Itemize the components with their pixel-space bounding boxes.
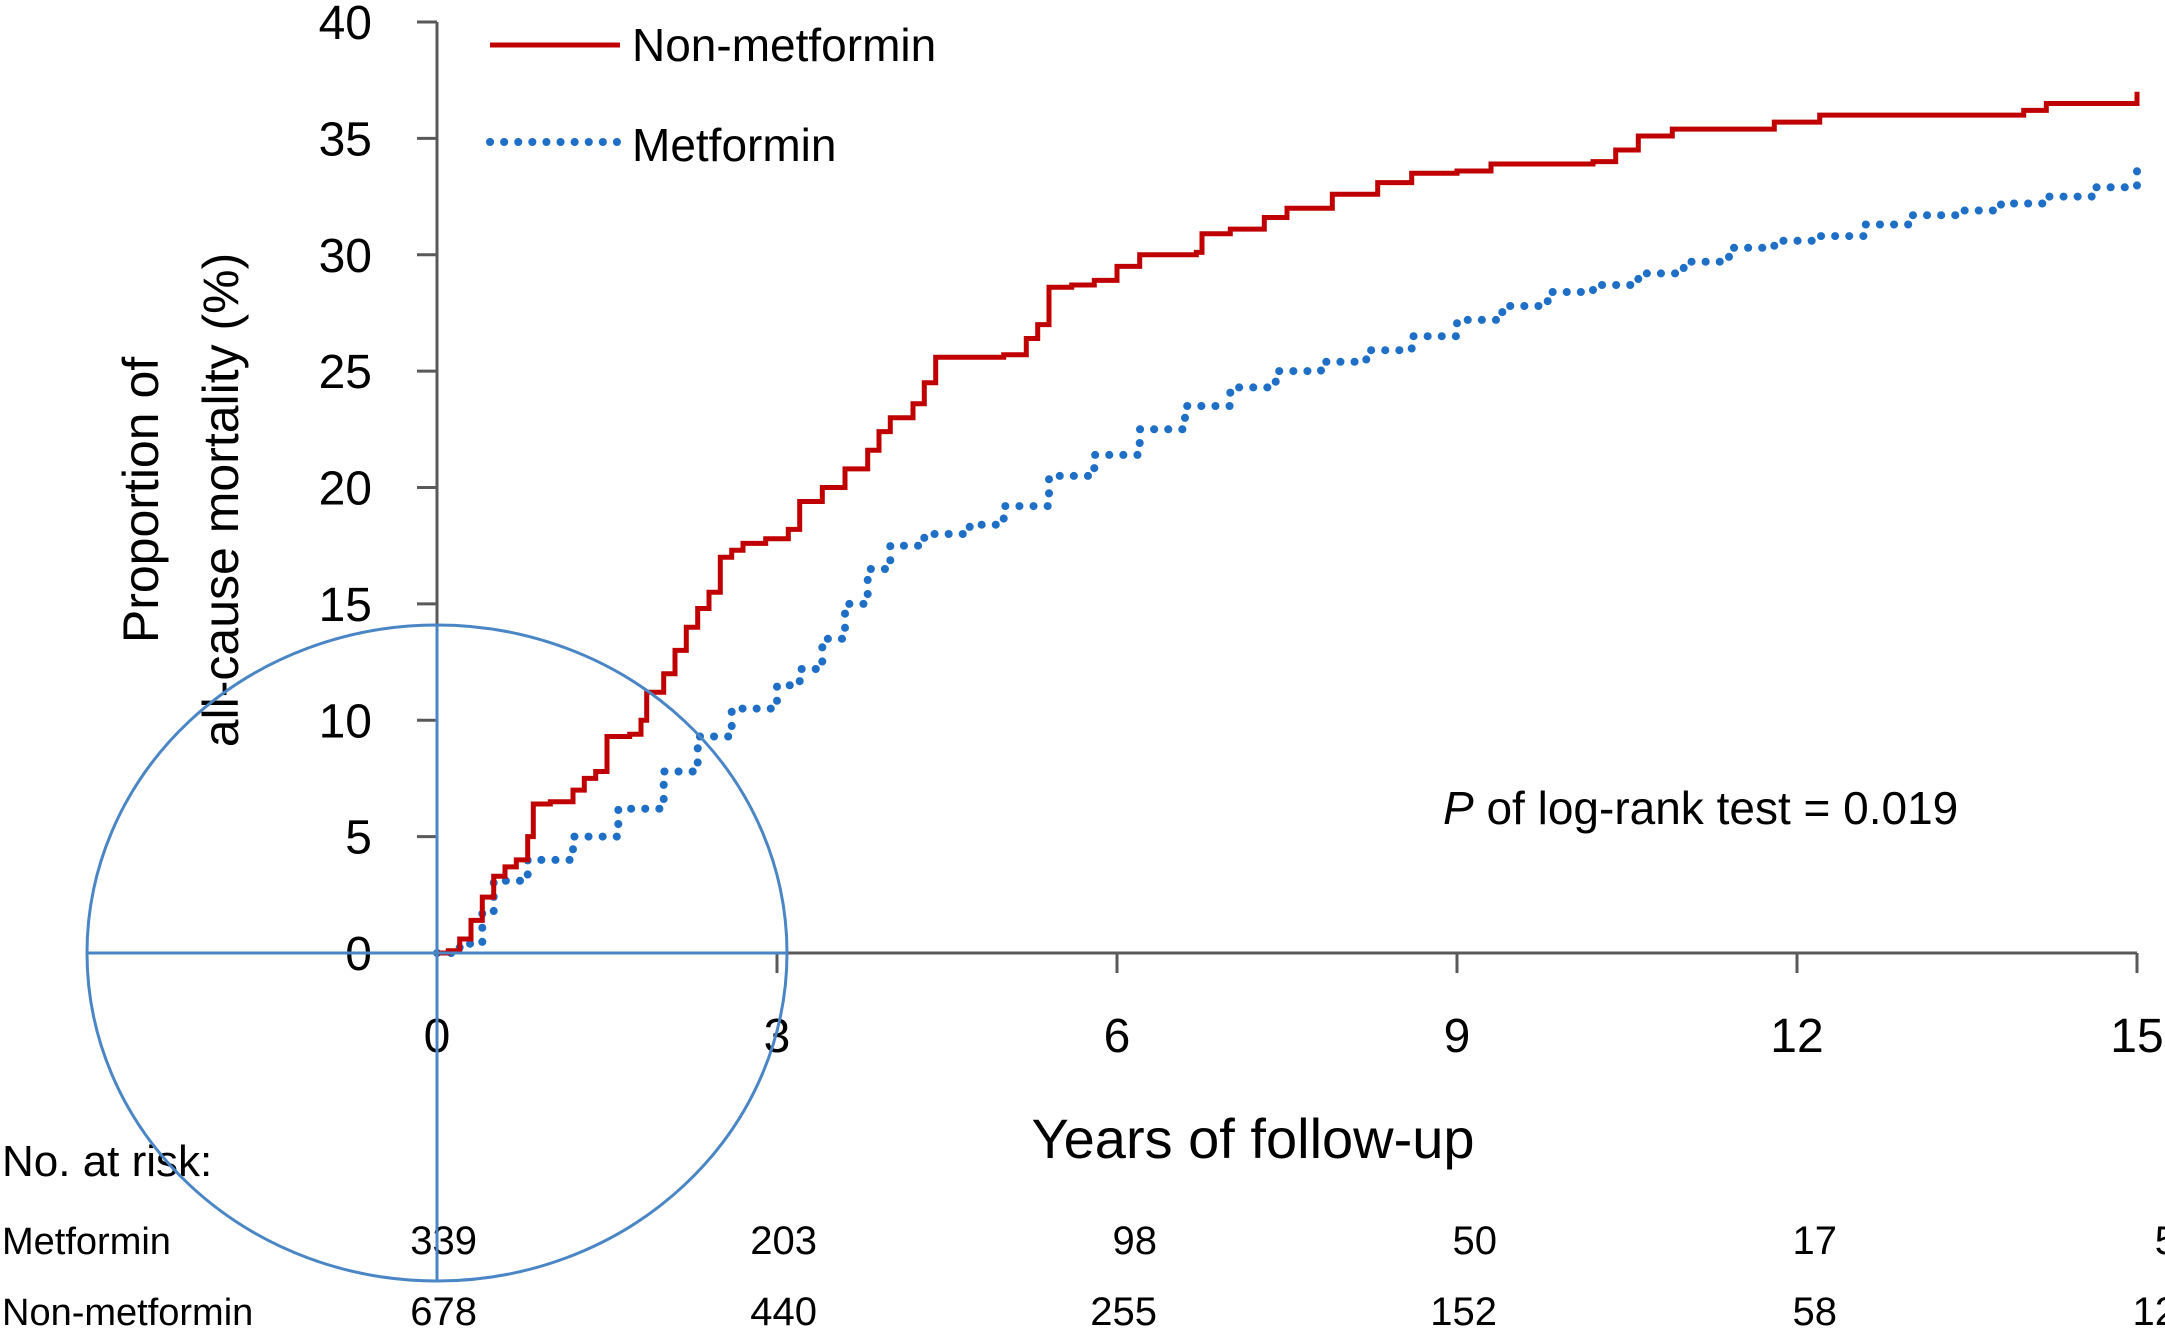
y-tick-label-5: 5	[345, 812, 372, 865]
y-tick-label-25: 25	[319, 346, 372, 399]
y-tick-label-15: 15	[319, 579, 372, 632]
risk-value-non-metformin-9: 152	[1430, 1290, 1497, 1334]
legend-label-non-metformin: Non-metformin	[632, 19, 936, 71]
x-axis-label: Years of follow-up	[1031, 1107, 1474, 1170]
risk-value-non-metformin-0: 678	[410, 1290, 477, 1334]
risk-values: 339 203 98 50 17 5 678 440 255 152 58 12	[410, 1219, 2165, 1334]
risk-table-header: No. at risk:	[2, 1137, 212, 1186]
risk-value-non-metformin-6: 255	[1090, 1290, 1157, 1334]
risk-value-metformin-3: 203	[750, 1219, 817, 1263]
risk-value-metformin-9: 50	[1453, 1219, 1498, 1263]
series-line-non-metformin	[437, 91, 2140, 956]
risk-row-label-metformin: Metformin	[2, 1221, 171, 1263]
logrank-annotation: P of log-rank test = 0.019	[1443, 782, 1958, 834]
x-tick-label-12: 12	[1770, 1010, 1823, 1063]
risk-value-metformin-0: 339	[410, 1219, 477, 1263]
risk-value-metformin-12: 17	[1793, 1219, 1838, 1263]
series-line-metformin	[433, 164, 2141, 957]
x-tick-label-6: 6	[1104, 1010, 1131, 1063]
risk-value-non-metformin-3: 440	[750, 1290, 817, 1334]
risk-value-metformin-6: 98	[1113, 1219, 1158, 1263]
series-group	[433, 91, 2141, 957]
y-axis-label-line1: Proportion of	[113, 357, 169, 643]
risk-value-metformin-15: 5	[2155, 1219, 2165, 1263]
risk-row-label-non-metformin: Non-metformin	[2, 1292, 253, 1334]
y-tick-label-40: 40	[319, 0, 372, 50]
y-tick-label-30: 30	[319, 230, 372, 283]
annotation-rest: of log-rank test = 0.019	[1474, 782, 1959, 834]
y-tick-label-10: 10	[319, 695, 372, 748]
x-ticks: 0 3 6 9 12 15	[424, 953, 2164, 1063]
highlight-circle	[85, 623, 789, 1283]
legend-label-metformin: Metformin	[632, 119, 836, 171]
y-tick-label-20: 20	[319, 463, 372, 516]
risk-value-non-metformin-12: 58	[1793, 1290, 1838, 1334]
legend: Non-metformin Metformin	[486, 19, 936, 171]
risk-value-non-metformin-15: 12	[2133, 1290, 2165, 1334]
x-tick-label-15: 15	[2110, 1010, 2163, 1063]
annotation-p-italic: P	[1443, 782, 1474, 834]
y-axis-label-line2: all-cause mortality (%)	[193, 253, 249, 748]
x-tick-label-9: 9	[1444, 1010, 1471, 1063]
y-tick-label-35: 35	[319, 113, 372, 166]
